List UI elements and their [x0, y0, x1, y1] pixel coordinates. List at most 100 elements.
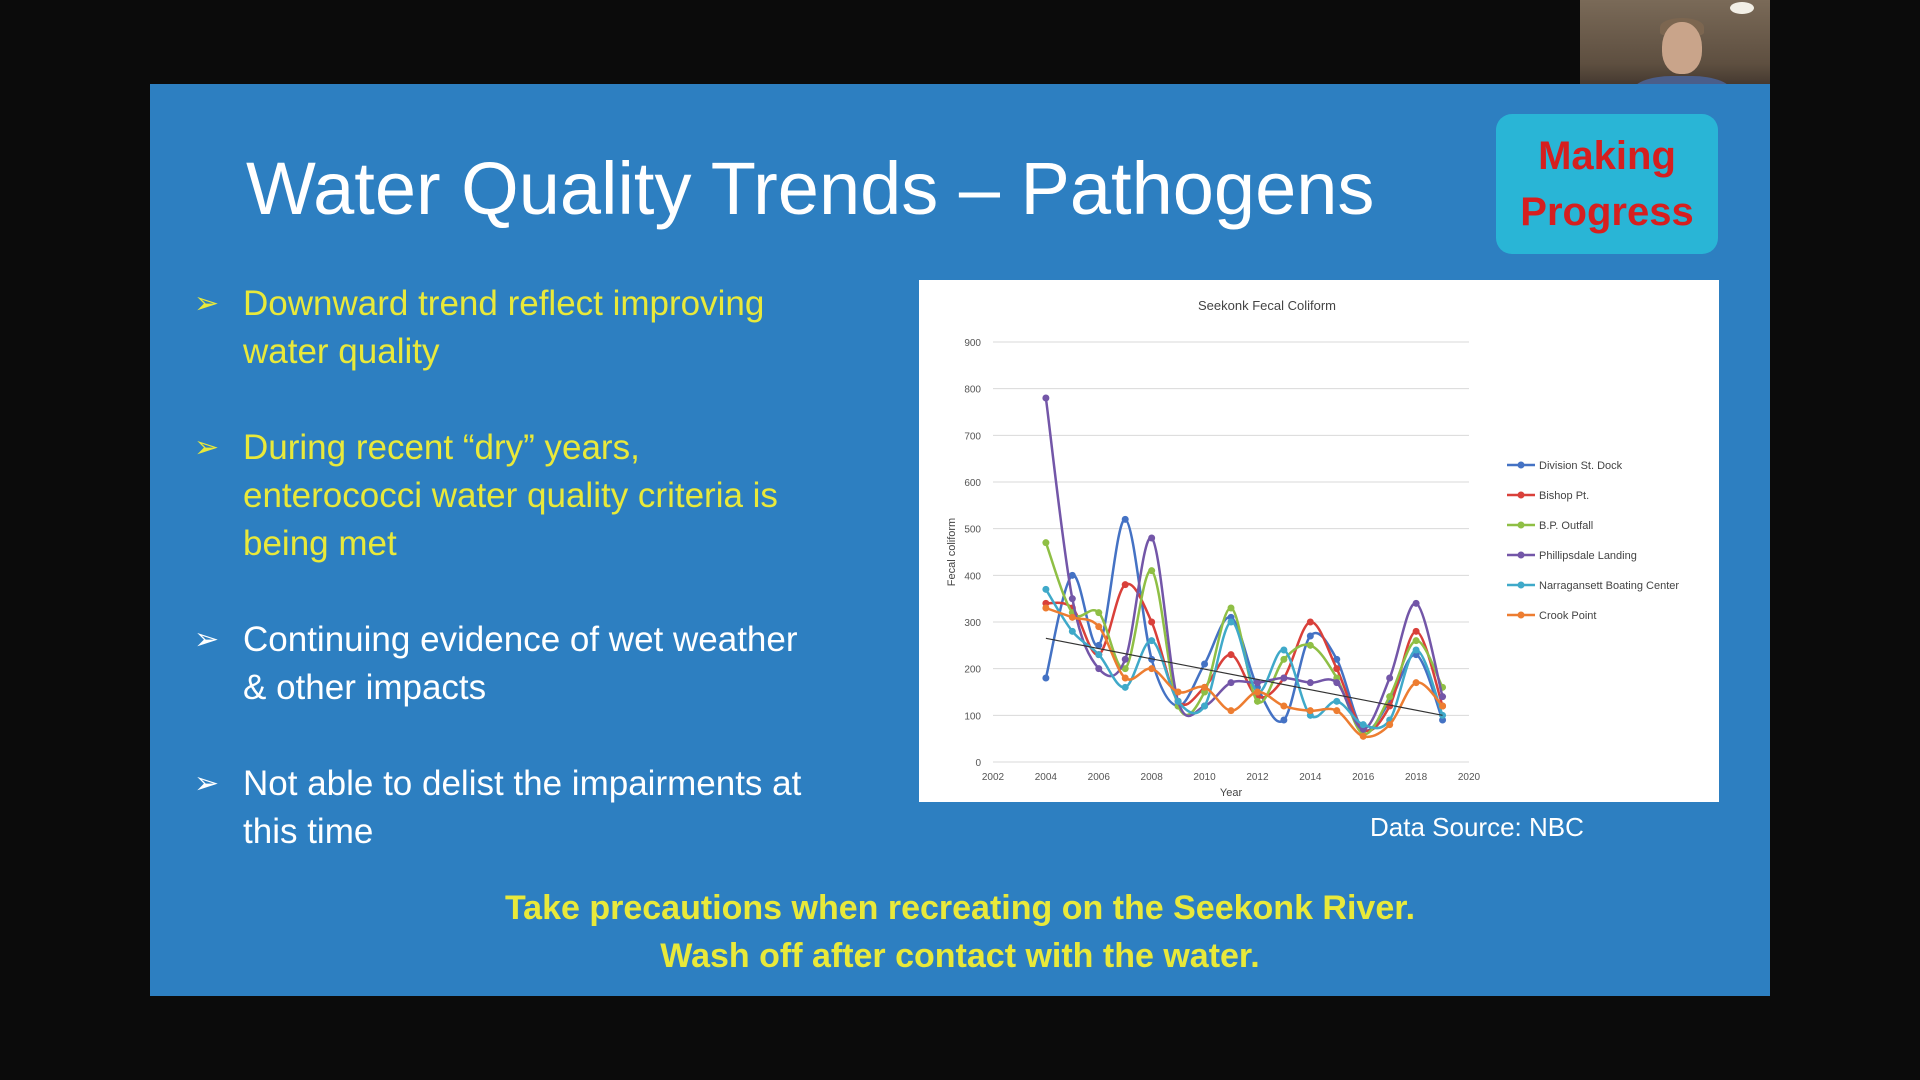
bullet-text-line: water quality — [243, 332, 440, 371]
legend-label: Narragansett Boating Center — [1539, 580, 1679, 592]
data-point — [1386, 693, 1394, 701]
series-line — [1044, 588, 1444, 730]
x-axis-label: Year — [1220, 787, 1243, 799]
footer-message: Take precautions when recreating on the … — [150, 884, 1770, 980]
y-tick-label: 700 — [964, 431, 981, 442]
data-point — [1280, 702, 1288, 710]
series-line — [1044, 542, 1444, 736]
bullet-item: ➢ Continuing evidence of wet weather & o… — [194, 616, 874, 712]
legend-swatch-marker — [1517, 491, 1525, 499]
y-tick-label: 400 — [964, 571, 981, 582]
data-point — [1068, 613, 1076, 621]
data-point — [1412, 627, 1420, 635]
making-progress-badge: Making Progress — [1496, 114, 1718, 254]
data-point — [1068, 571, 1076, 579]
data-point — [1439, 693, 1447, 701]
arrow-bullet-icon: ➢ — [194, 431, 220, 464]
trendline — [1045, 637, 1443, 716]
data-point — [1306, 618, 1314, 626]
badge-line-1: Making — [1538, 134, 1676, 178]
data-point — [1333, 697, 1341, 705]
y-tick-label: 900 — [964, 338, 981, 349]
data-point — [1201, 660, 1209, 668]
data-point — [1227, 604, 1235, 612]
data-point — [1253, 688, 1261, 696]
legend-swatch-marker — [1517, 521, 1525, 529]
legend-label: Crook Point — [1539, 610, 1596, 622]
bullet-text-line: Continuing evidence of wet weather — [243, 620, 798, 659]
data-point — [1148, 665, 1156, 673]
arrow-bullet-icon: ➢ — [194, 623, 220, 656]
data-point — [1333, 679, 1341, 687]
data-point — [1095, 609, 1103, 617]
data-point — [1227, 651, 1235, 659]
bullet-text-line: & other impacts — [243, 668, 487, 707]
data-source-label: Data Source: NBC — [1370, 812, 1584, 842]
y-tick-label: 100 — [964, 711, 981, 722]
data-point — [1280, 674, 1288, 682]
fecal-coliform-chart: Seekonk Fecal Coliform 0 100 200 300 400 500 60… — [919, 280, 1719, 802]
footer-line-2: Wash off after contact with the water. — [660, 937, 1260, 975]
chart-title: Seekonk Fecal Coliform — [1198, 298, 1336, 313]
bullet-text-line: being met — [243, 524, 397, 563]
data-point — [1095, 665, 1103, 673]
bullet-text-line: During recent “dry” years, — [243, 428, 640, 467]
data-point — [1201, 683, 1209, 691]
data-point — [1306, 679, 1314, 687]
legend-label: Bishop Pt. — [1539, 490, 1589, 502]
arrow-bullet-icon: ➢ — [194, 287, 220, 320]
data-point — [1042, 539, 1050, 547]
data-point — [1095, 623, 1103, 631]
data-point — [1439, 711, 1447, 719]
bullet-item: ➢ Not able to delist the impairments at … — [194, 760, 874, 856]
data-point — [1333, 655, 1341, 663]
x-tick-label: 2018 — [1405, 772, 1428, 783]
data-point — [1148, 567, 1156, 575]
footer-line-1: Take precautions when recreating on the … — [504, 889, 1416, 927]
legend-swatch-marker — [1517, 611, 1525, 619]
presentation-slide: Water Quality Trends – Pathogens Making … — [150, 84, 1770, 996]
data-point — [1095, 641, 1103, 649]
presenter-face — [1662, 22, 1702, 74]
data-point — [1280, 655, 1288, 663]
series-line — [1045, 582, 1444, 733]
bullet-text-line: Downward trend reflect improving — [243, 284, 765, 323]
data-point — [1412, 637, 1420, 645]
legend-swatch-marker — [1517, 581, 1525, 589]
legend-label: B.P. Outfall — [1539, 520, 1593, 532]
data-point — [1227, 618, 1235, 626]
data-point — [1042, 604, 1050, 612]
data-point — [1042, 674, 1050, 682]
data-point — [1412, 599, 1420, 607]
data-point — [1148, 618, 1156, 626]
data-point — [1121, 674, 1129, 682]
data-point — [1280, 716, 1288, 724]
legend-swatch-marker — [1517, 551, 1525, 559]
badge-line-2: Progress — [1520, 190, 1694, 234]
bullet-text-line: this time — [243, 812, 374, 851]
data-point — [1439, 702, 1447, 710]
data-point — [1121, 581, 1129, 589]
data-point — [1121, 683, 1129, 691]
x-tick-label: 2010 — [1193, 772, 1216, 783]
lamp-light — [1730, 2, 1754, 14]
data-point — [1412, 646, 1420, 654]
series-line — [1045, 606, 1444, 739]
x-tick-label: 2004 — [1035, 772, 1058, 783]
data-point — [1227, 679, 1235, 687]
y-axis-label: Fecal coliform — [946, 518, 958, 586]
data-point — [1359, 732, 1367, 740]
data-point — [1148, 637, 1156, 645]
data-point — [1174, 688, 1182, 696]
data-point — [1306, 641, 1314, 649]
data-point — [1412, 679, 1420, 687]
data-point — [1121, 515, 1129, 523]
data-point — [1306, 632, 1314, 640]
x-tick-label: 2012 — [1246, 772, 1269, 783]
y-tick-label: 800 — [964, 385, 981, 396]
data-point — [1201, 702, 1209, 710]
data-point — [1148, 534, 1156, 542]
y-tick-label: 200 — [964, 665, 981, 676]
x-tick-label: 2008 — [1141, 772, 1164, 783]
data-point — [1042, 394, 1050, 402]
